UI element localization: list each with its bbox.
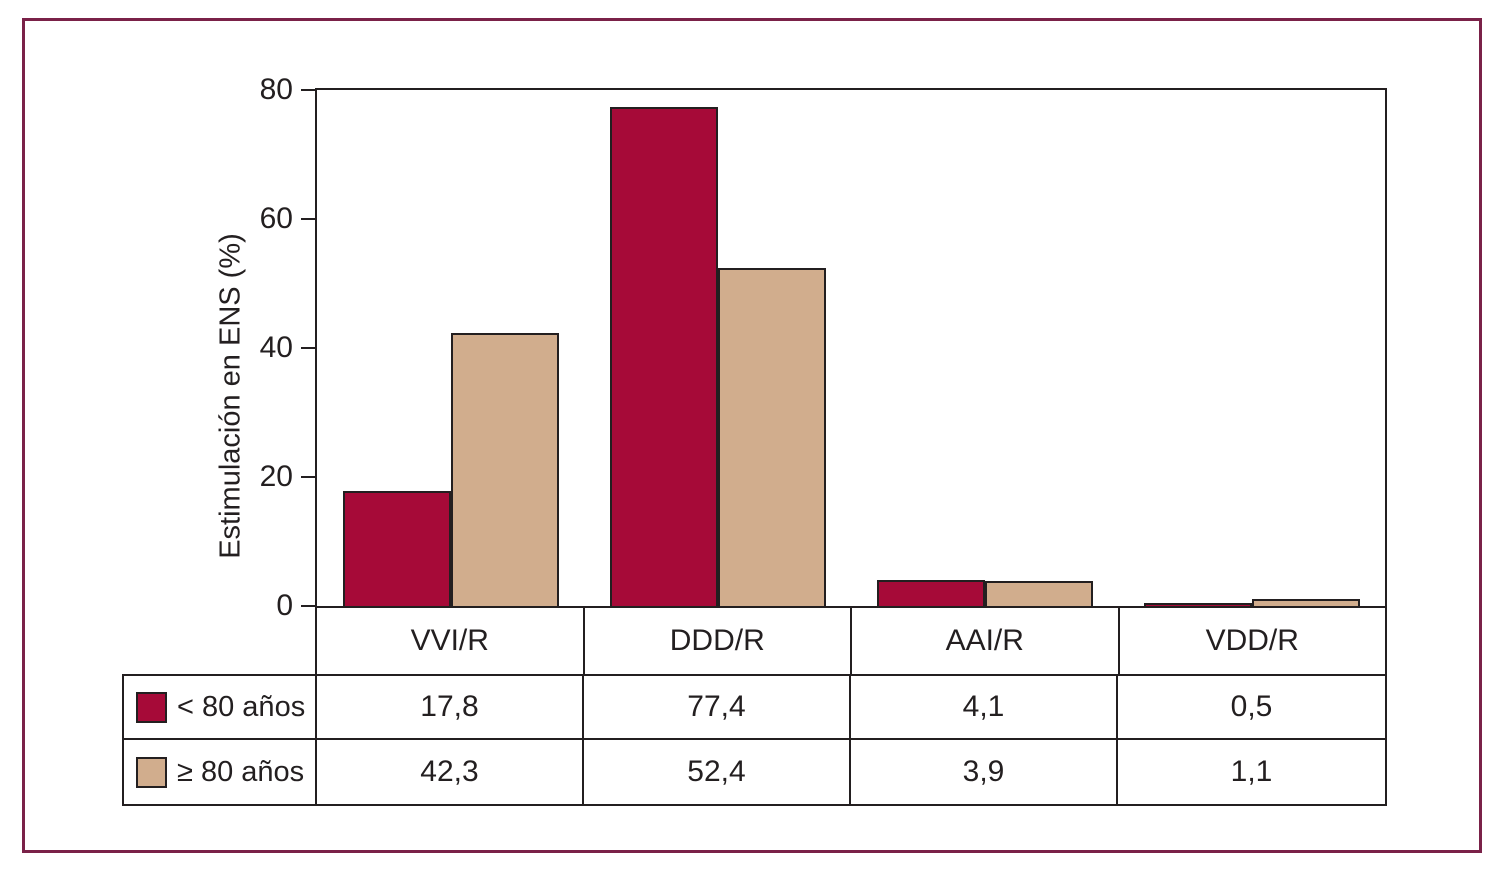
value-cell-aair-series1: 3,9 xyxy=(851,740,1118,804)
plot-area: 0 20 40 60 80 xyxy=(260,73,1387,622)
value-cell-dddr-series0: 77,4 xyxy=(584,676,851,740)
legend-label: < 80 años xyxy=(177,690,306,723)
y-tick-mark-80 xyxy=(301,89,315,91)
value-cell-vvir-series0: 17,8 xyxy=(317,676,584,740)
bar-vvir-series0 xyxy=(342,491,451,606)
bar-aair-series1 xyxy=(984,580,1093,606)
y-tick-mark-20 xyxy=(301,476,315,478)
bar-dddr-series0 xyxy=(609,106,718,606)
y-axis-label: Estimulación en ENS (%) xyxy=(214,233,247,559)
bar-dddr-series1 xyxy=(717,268,826,606)
value-cell-vvir-series1: 42,3 xyxy=(317,740,584,804)
legend-cell-series0: < 80 años xyxy=(124,676,317,740)
legend-label: ≥ 80 años xyxy=(177,755,305,788)
value-cell-aair-series0: 4,1 xyxy=(851,676,1118,740)
y-tick-label-80: 80 xyxy=(259,73,293,106)
category-header-dddr: DDD/R xyxy=(585,608,852,674)
y-tick-label-0: 0 xyxy=(276,589,293,622)
category-header-row: VVI/R DDD/R AAI/R VDD/R xyxy=(315,606,1387,676)
y-tick-label-20: 20 xyxy=(259,460,293,493)
legend-swatch-icon xyxy=(136,756,167,788)
value-cell-dddr-series1: 52,4 xyxy=(584,740,851,804)
value-cell-vddr-series1: 1,1 xyxy=(1230,755,1273,788)
y-tick-mark-0 xyxy=(301,605,315,607)
y-tick-label-40: 40 xyxy=(259,331,293,364)
y-tick-mark-60 xyxy=(301,218,315,220)
bar-vddr-series1 xyxy=(1251,598,1360,606)
y-tick-label-60: 60 xyxy=(259,202,293,235)
legend-swatch-icon xyxy=(136,691,167,723)
category-header-aair: AAI/R xyxy=(852,608,1120,674)
category-header-vddr: VDD/R xyxy=(1205,624,1299,657)
category-header-vvir: VVI/R xyxy=(317,608,585,674)
bar-aair-series0 xyxy=(876,579,985,606)
legend-cell-series1: ≥ 80 años xyxy=(124,740,317,804)
y-tick-mark-40 xyxy=(301,347,315,349)
data-table: < 80 años 17,8 77,4 4,1 0,5 ≥ 80 años 42,3 52,4… xyxy=(122,674,1387,806)
bar-vvir-series1 xyxy=(450,333,559,606)
bar-vddr-series0 xyxy=(1143,602,1252,606)
value-cell-vddr-series0: 0,5 xyxy=(1118,676,1385,740)
